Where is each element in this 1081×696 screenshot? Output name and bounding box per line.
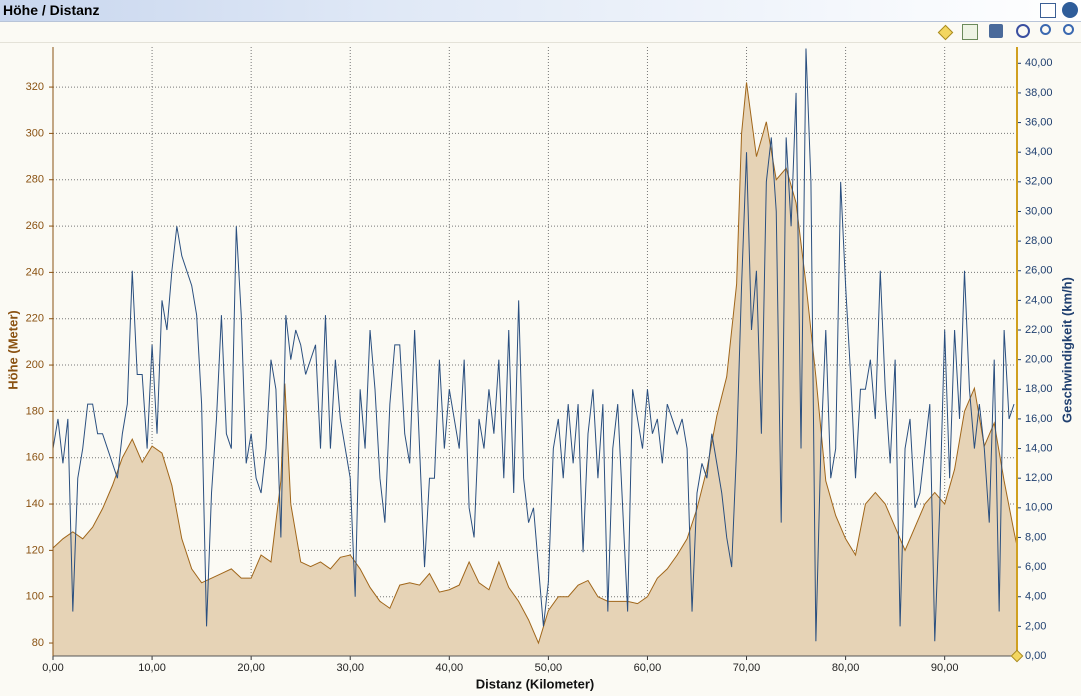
layout-button[interactable] (1040, 3, 1056, 18)
x-tick-label: 20,00 (237, 662, 265, 674)
y2-tick-label: 16,00 (1025, 413, 1053, 425)
y2-tick-label: 30,00 (1025, 205, 1053, 217)
y-tick-label: 180 (26, 405, 44, 417)
fit-button[interactable] (1016, 24, 1030, 38)
y-tick-label: 280 (26, 174, 44, 186)
x-tick-label: 50,00 (535, 662, 563, 674)
y2-axis-title: Geschwindigkeit (km/h) (1059, 277, 1074, 423)
x-tick-label: 90,00 (931, 662, 959, 674)
y2-tick-label: 4,00 (1025, 591, 1046, 603)
y-tick-label: 240 (26, 266, 44, 278)
y2-tick-label: 12,00 (1025, 472, 1053, 484)
y-tick-label: 320 (26, 81, 44, 93)
y2-tick-label: 24,00 (1025, 294, 1053, 306)
y2-tick-label: 36,00 (1025, 116, 1053, 128)
y-tick-label: 300 (26, 127, 44, 139)
y2-tick-label: 10,00 (1025, 502, 1053, 514)
x-tick-label: 60,00 (634, 662, 662, 674)
zoom-in-button[interactable] (1040, 24, 1051, 35)
x-tick-label: 40,00 (436, 662, 464, 674)
y2-tick-label: 40,00 (1025, 57, 1053, 69)
y2-tick-label: 32,00 (1025, 176, 1053, 188)
y2-tick-label: 20,00 (1025, 354, 1053, 366)
y-tick-label: 80 (32, 637, 44, 649)
title-bar: Höhe / Distanz (0, 0, 1081, 22)
x-tick-label: 30,00 (336, 662, 364, 674)
y-tick-label: 200 (26, 359, 44, 371)
menu-button[interactable] (1062, 2, 1078, 18)
chart-button[interactable] (962, 24, 978, 40)
area-line (52, 82, 1018, 645)
y2-tick-label: 38,00 (1025, 87, 1053, 99)
window-title: Höhe / Distanz (3, 2, 100, 18)
x-tick-label: 10,00 (138, 662, 166, 674)
marker-button[interactable] (937, 24, 954, 41)
y-tick-label: 220 (26, 313, 44, 325)
chart: Höhe (Meter) Geschwindigkeit (km/h) Dist… (5, 47, 1074, 691)
y2-tick-label: 18,00 (1025, 383, 1053, 395)
x-tick-label: 80,00 (832, 662, 860, 674)
y-tick-label: 100 (26, 591, 44, 603)
y-tick-label: 160 (26, 452, 44, 464)
speed-line (52, 48, 1015, 642)
y-axis-title: Höhe (Meter) (5, 310, 20, 389)
y-tick-label: 140 (26, 498, 44, 510)
y2-tick-label: 8,00 (1025, 531, 1046, 543)
y-tick-label: 120 (26, 544, 44, 556)
y2-tick-label: 22,00 (1025, 324, 1053, 336)
area-fill (53, 82, 1017, 656)
x-tick-label: 70,00 (733, 662, 761, 674)
x-axis-title: Distanz (Kilometer) (476, 676, 594, 691)
y2-tick-label: 28,00 (1025, 235, 1053, 247)
x-tick-label: 0,00 (42, 662, 63, 674)
y-tick-label: 260 (26, 220, 44, 232)
y2-tick-label: 6,00 (1025, 561, 1046, 573)
y2-tick-label: 14,00 (1025, 442, 1053, 454)
y2-tick-label: 2,00 (1025, 620, 1046, 632)
save-button[interactable] (989, 24, 1003, 38)
toolbar (0, 22, 1081, 43)
y2-tick-label: 26,00 (1025, 265, 1053, 277)
y2-tick-label: 0,00 (1025, 650, 1046, 662)
y2-tick-label: 34,00 (1025, 146, 1053, 158)
corner-marker (1010, 649, 1024, 663)
zoom-out-button[interactable] (1063, 24, 1074, 35)
